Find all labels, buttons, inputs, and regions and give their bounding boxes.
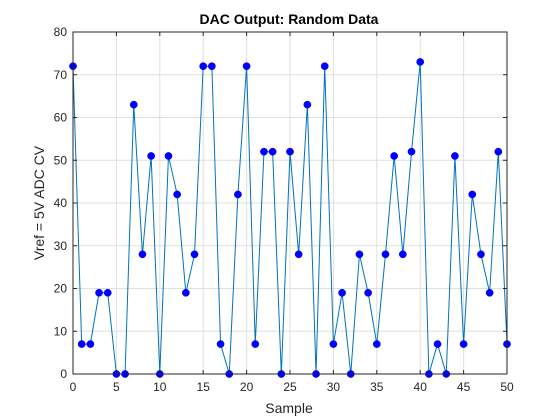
data-point: [372, 340, 381, 348]
data-point: [407, 147, 416, 156]
x-tick-label: 25: [283, 380, 297, 394]
data-point: [216, 340, 225, 348]
data-point: [164, 152, 173, 160]
data-point: [364, 288, 372, 297]
data-point: [86, 340, 95, 348]
y-tick-label: 40: [54, 196, 68, 210]
x-tick-label: 15: [197, 380, 211, 394]
data-point: [468, 190, 477, 199]
data-point: [242, 62, 251, 71]
x-tick-label: 50: [500, 380, 514, 394]
x-tick-label: 20: [240, 380, 254, 394]
x-tick-label: 40: [414, 380, 428, 394]
data-point: [390, 152, 399, 160]
data-point: [95, 288, 103, 297]
data-point: [329, 340, 338, 348]
data-point: [381, 250, 390, 259]
data-point: [485, 288, 494, 297]
data-point: [433, 340, 442, 348]
tick-marks: [72, 31, 508, 375]
data-point: [251, 340, 260, 348]
y-tick-label: 20: [54, 282, 68, 296]
data-point: [451, 152, 459, 160]
data-point: [147, 152, 155, 160]
data-point: [320, 62, 329, 71]
data-point: [477, 250, 485, 259]
y-tick-label: 80: [54, 25, 68, 39]
x-tick-label: 0: [70, 380, 77, 394]
data-point: [303, 100, 312, 109]
x-tick-label: 45: [457, 380, 471, 394]
y-tick-label: 30: [54, 239, 68, 253]
data-point: [199, 62, 208, 71]
y-tick-label: 50: [54, 153, 68, 167]
data-point: [77, 340, 86, 348]
data-point: [103, 288, 112, 297]
data-point: [294, 250, 303, 259]
data-point: [338, 288, 346, 297]
x-tick-labels: 0 5 10 15 20 25 30 35 40 45 50: [70, 380, 514, 394]
x-axis-title: Sample: [265, 400, 313, 416]
x-tick-label: 30: [327, 380, 341, 394]
data-point: [459, 340, 468, 348]
data-point: [138, 250, 147, 259]
y-tick-label: 60: [54, 111, 68, 125]
data-point: [416, 58, 425, 66]
x-tick-label: 35: [370, 380, 384, 394]
data-points: [69, 58, 511, 378]
data-point: [129, 100, 138, 109]
x-tick-label: 10: [153, 380, 167, 394]
y-tick-labels: 0 10 20 30 40 50 60 70 80: [54, 25, 68, 381]
data-point: [173, 190, 182, 199]
y-tick-label: 0: [60, 367, 67, 381]
data-point: [398, 250, 407, 259]
x-tick-label: 5: [113, 380, 120, 394]
y-axis-title: Vref = 5V ADC CV: [31, 145, 47, 260]
y-tick-label: 10: [54, 324, 68, 338]
data-point: [268, 147, 277, 156]
data-point: [190, 250, 199, 259]
data-point: [181, 288, 190, 297]
data-point: [355, 250, 364, 259]
data-point: [286, 147, 294, 156]
data-point: [234, 190, 242, 199]
y-tick-label: 70: [54, 68, 68, 82]
data-point: [260, 147, 268, 156]
data-point: [494, 147, 503, 156]
chart-title: DAC Output: Random Data: [200, 11, 379, 27]
data-point: [208, 62, 216, 71]
plot-area: [73, 32, 507, 374]
